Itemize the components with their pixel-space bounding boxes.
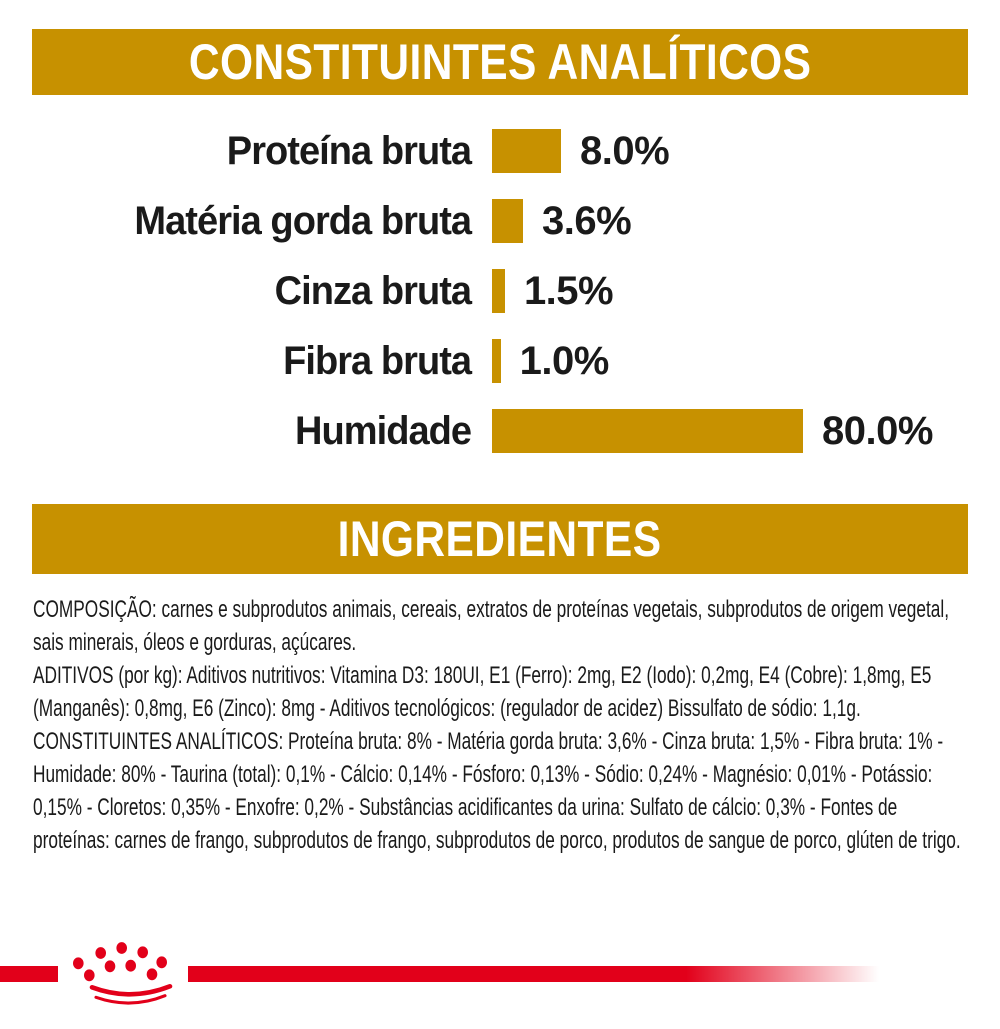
brand-red-band xyxy=(0,966,940,982)
chart-value-label: 80.0% xyxy=(822,408,933,453)
chart-row-label: Humidade xyxy=(295,408,472,453)
chart-bar xyxy=(492,409,803,453)
chart-value-label: 3.6% xyxy=(542,198,632,243)
chart-value-label: 1.5% xyxy=(523,268,614,313)
chart-row: Fibra bruta 1.0% xyxy=(0,326,1000,396)
chart-bar xyxy=(492,129,561,173)
composition-paragraph: COMPOSIÇÃO: carnes e subprodutos animais… xyxy=(33,596,949,656)
analytical-chart: Proteína bruta 8.0% Matéria gorda bruta 3.6… xyxy=(0,116,1000,466)
analytical-constituents-paragraph: CONSTITUINTES ANALÍTICOS: Proteína bruta… xyxy=(33,728,961,854)
chart-bar xyxy=(492,269,505,313)
chart-row: Proteína bruta 8.0% xyxy=(0,116,1000,186)
additives-paragraph: ADITIVOS (por kg): Aditivos nutritivos: … xyxy=(33,662,932,722)
chart-row: Cinza bruta 1.5% xyxy=(0,256,1000,326)
chart-bar xyxy=(492,339,501,383)
ingredients-banner: INGREDIENTES xyxy=(32,504,968,574)
royal-canin-crown-logo xyxy=(73,942,173,1005)
ingredients-text-block: COMPOSIÇÃO: carnes e subprodutos animais… xyxy=(33,593,968,857)
ingredients-title: INGREDIENTES xyxy=(338,511,662,567)
chart-row-label: Fibra bruta xyxy=(283,338,472,383)
chart-row-label: Matéria gorda bruta xyxy=(134,198,472,243)
analytical-constituents-title: CONSTITUINTES ANALÍTICOS xyxy=(188,34,812,90)
chart-row-label: Proteína bruta xyxy=(226,128,472,173)
chart-row-label: Cinza bruta xyxy=(274,268,472,313)
analytical-constituents-banner: CONSTITUINTES ANALÍTICOS xyxy=(32,29,968,95)
chart-row: Humidade 80.0% xyxy=(0,396,1000,466)
chart-value-label: 1.0% xyxy=(519,338,610,383)
chart-value-label: 8.0% xyxy=(580,128,670,173)
chart-bar xyxy=(492,199,524,243)
chart-row: Matéria gorda bruta 3.6% xyxy=(0,186,1000,256)
